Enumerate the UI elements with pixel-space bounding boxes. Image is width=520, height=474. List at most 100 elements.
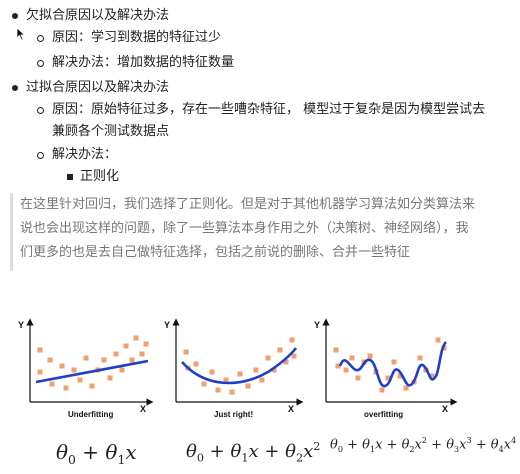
data-point: [139, 351, 145, 357]
data-point: [229, 389, 235, 395]
x-axis-letter: X: [288, 404, 294, 414]
panel-overfitting: Y X overfitting: [314, 318, 458, 419]
formula-coefficient: θ: [446, 437, 455, 453]
quote-line: 们更多的也是去自己做特征选择，包括之前说的删除、合并一些特征: [20, 245, 411, 260]
data-point: [435, 337, 441, 343]
bullet-circle: [37, 107, 44, 114]
data-point: [63, 385, 69, 391]
data-point: [49, 381, 55, 387]
overfit-solution-item: 正则化: [80, 169, 120, 184]
data-point: [223, 377, 229, 383]
overfit-solution: 解决办法：: [52, 147, 118, 162]
panel-title: Underfitting: [68, 410, 113, 419]
formula-power: 3: [466, 436, 472, 445]
data-point: [215, 387, 221, 393]
bullet-disc: [12, 85, 18, 91]
data-point: [417, 355, 423, 361]
data-point: [37, 347, 43, 353]
formula-power: 4: [511, 436, 517, 445]
y-axis-letter: Y: [18, 320, 24, 330]
data-points: [37, 335, 149, 391]
bullet-circle: [37, 60, 44, 67]
formula-operator: +: [382, 437, 402, 453]
data-point: [385, 375, 391, 381]
formula-coefficient: θ: [401, 437, 410, 453]
underfit-heading: 欠拟合原因以及解决办法: [26, 8, 170, 23]
data-point: [333, 347, 339, 353]
x-axis-letter: X: [140, 404, 146, 414]
mouse-cursor-icon: [16, 27, 26, 41]
data-point: [335, 363, 341, 369]
fit-line: [35, 359, 149, 384]
data-point: [429, 373, 435, 379]
bullet-circle: [37, 152, 44, 159]
underfit-cause: 原因：学习到数据的特征过少: [52, 30, 222, 45]
data-point: [119, 367, 125, 373]
formula-power: 2: [421, 436, 428, 445]
data-point: [47, 357, 53, 363]
data-point: [123, 343, 129, 349]
data-point: [83, 355, 89, 361]
formula-subscript: 2: [409, 444, 415, 454]
x-axis-letter: X: [442, 404, 448, 414]
data-point: [355, 375, 361, 381]
data-point: [397, 373, 403, 379]
quote-line: 说也会出现这样的问题，除了一些算法本身作用之外（决策树、神经网络），我: [20, 221, 469, 236]
data-point: [349, 355, 355, 361]
formula-variable: x: [503, 437, 512, 453]
formula-coefficient: θ: [362, 437, 370, 453]
formula-underfitting: θ0 + θ1x: [56, 440, 137, 467]
data-point: [133, 335, 139, 341]
panel-title: Just right!: [214, 410, 253, 419]
blockquote-note: 在这里针对回归，我们选择了正则化。但是对于其他机器学习算法如分类算法来 说也会出…: [10, 193, 510, 271]
formula-variable: x: [459, 437, 467, 453]
data-point: [253, 367, 259, 373]
fit-curve: [181, 347, 298, 385]
data-point: [113, 351, 119, 357]
overfit-cause-line1: 原因：原始特征过多，存在一些嘈杂特征， 模型过于复杂是因为模型尝试去: [52, 102, 486, 117]
overfit-cause-line2: 兼顾各个测试数据点: [52, 124, 170, 139]
data-point: [37, 369, 43, 375]
data-points: [183, 337, 297, 395]
data-point: [183, 349, 189, 355]
data-point: [107, 375, 113, 381]
data-point: [289, 337, 295, 343]
formula-subscript: 1: [369, 444, 376, 454]
data-point: [209, 369, 215, 375]
formula-subscript: 4: [498, 444, 504, 454]
data-point: [129, 357, 135, 363]
data-point: [379, 387, 385, 393]
formula-operator: +: [427, 437, 447, 453]
data-point: [245, 383, 251, 389]
data-point: [265, 355, 271, 361]
data-point: [403, 385, 409, 391]
fitting-figure: Y X Underfitting Y X Just right! Y X ove…: [0, 300, 520, 474]
formula-overfitting: θ0 + θ1x + θ2x2 + θ3x3 + θ4x4: [330, 436, 516, 454]
bullet-disc: [12, 13, 18, 19]
data-point: [237, 371, 243, 377]
data-point: [283, 359, 289, 365]
data-point: [367, 353, 373, 359]
data-point: [143, 341, 149, 347]
formula-subscript: 0: [337, 444, 343, 454]
fitting-panels-svg: Y X Underfitting Y X Just right! Y X ove…: [18, 318, 458, 419]
formula-operator: +: [342, 437, 363, 453]
fit-curve: [338, 341, 448, 388]
data-point: [59, 363, 65, 369]
panel-underfitting: Y X Underfitting: [18, 318, 154, 419]
y-axis-letter: Y: [314, 320, 320, 330]
formula-coefficient: θ: [490, 437, 499, 453]
data-point: [89, 383, 95, 389]
data-point: [391, 359, 397, 365]
panel-just-right: Y X Just right!: [164, 318, 304, 419]
data-point: [343, 367, 349, 373]
formula-variable: x: [414, 437, 422, 453]
formula-variable: x: [375, 437, 383, 453]
formula-subscript: 3: [454, 444, 460, 454]
bullet-circle: [37, 35, 44, 42]
data-point: [101, 357, 107, 363]
panel-title: overfitting: [364, 410, 403, 419]
data-point: [271, 367, 277, 373]
overfit-heading: 过拟合原因以及解决办法: [26, 80, 170, 95]
data-point: [277, 347, 283, 353]
